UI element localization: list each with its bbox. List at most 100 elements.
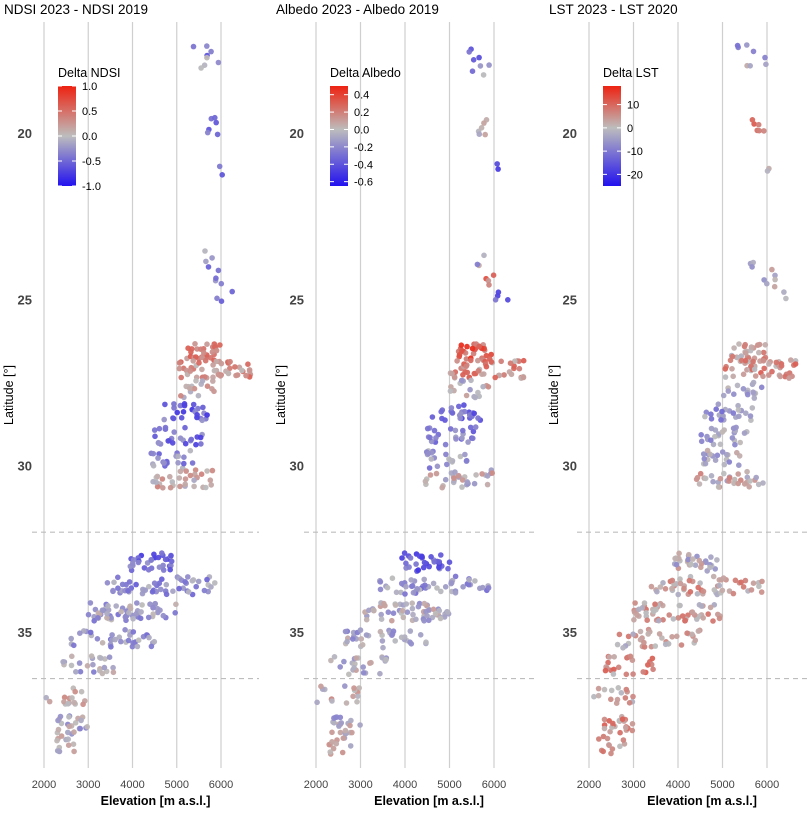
data-point: [419, 554, 425, 560]
data-point: [472, 394, 479, 401]
data-point: [669, 585, 675, 592]
data-point: [630, 631, 636, 637]
data-point: [359, 642, 366, 648]
data-point: [152, 600, 158, 607]
data-point: [760, 349, 767, 356]
data-point: [161, 416, 167, 423]
data-point: [104, 580, 111, 586]
data-point: [415, 567, 422, 573]
data-point: [130, 629, 137, 635]
data-point: [672, 555, 678, 562]
data-point: [426, 465, 433, 471]
data-point: [758, 589, 765, 595]
data-point: [150, 463, 157, 469]
data-point: [456, 352, 463, 358]
data-point: [700, 588, 707, 595]
data-point: [467, 424, 474, 431]
data-point: [134, 643, 141, 650]
data-point: [126, 609, 132, 616]
data-point: [675, 591, 681, 598]
data-point: [457, 453, 464, 460]
data-point: [165, 438, 171, 444]
data-point: [702, 475, 709, 482]
data-point: [744, 468, 750, 475]
data-point: [347, 743, 354, 749]
data-point: [686, 551, 692, 558]
data-point: [198, 441, 204, 447]
data-point: [162, 556, 169, 563]
data-point: [464, 479, 471, 485]
data-point: [425, 450, 432, 457]
data-point: [762, 342, 769, 348]
data-point: [461, 402, 467, 408]
data-point: [496, 372, 503, 379]
data-point: [430, 580, 437, 587]
data-point: [72, 688, 78, 695]
data-point: [427, 434, 433, 441]
data-point: [192, 467, 199, 473]
data-point: [731, 391, 737, 398]
data-point: [470, 435, 476, 442]
data-point: [712, 566, 718, 572]
data-point: [72, 720, 79, 726]
data-point: [460, 427, 466, 434]
data-point: [398, 580, 405, 587]
data-point: [479, 371, 485, 378]
data-point: [516, 358, 522, 365]
data-point: [682, 617, 688, 624]
data-point: [459, 484, 465, 490]
data-point: [786, 375, 792, 381]
data-point: [702, 413, 708, 420]
data-point: [389, 575, 396, 581]
data-point: [759, 578, 765, 585]
x-axis-label: Elevation [m a.s.l.]: [374, 794, 484, 808]
x-tick-label-4000: 4000: [393, 779, 417, 791]
legend-title: Delta LST: [603, 66, 659, 80]
data-point: [196, 360, 202, 366]
data-point: [99, 640, 106, 646]
data-point: [150, 450, 157, 457]
data-point: [753, 474, 759, 481]
data-point: [358, 636, 365, 642]
data-point: [351, 665, 357, 671]
data-point: [505, 297, 511, 303]
data-point: [476, 131, 483, 137]
data-point: [694, 591, 701, 597]
data-point: [354, 699, 360, 705]
data-point: [610, 671, 617, 677]
data-point: [486, 282, 492, 288]
data-point: [341, 658, 347, 665]
data-point: [368, 659, 374, 666]
data-point: [176, 475, 183, 481]
data-point: [195, 578, 202, 585]
data-point: [191, 477, 197, 484]
data-point: [459, 347, 465, 354]
data-point: [415, 603, 422, 610]
data-point: [350, 693, 356, 700]
data-point: [466, 49, 473, 55]
data-point: [734, 354, 740, 361]
data-point: [652, 643, 659, 649]
data-point: [675, 615, 682, 621]
data-point: [204, 43, 210, 49]
data-point: [654, 588, 660, 595]
data-point: [761, 128, 767, 134]
data-point: [462, 451, 468, 458]
data-point: [468, 377, 474, 384]
data-point: [652, 601, 658, 607]
data-point: [438, 408, 445, 415]
data-point: [57, 713, 64, 720]
data-point: [431, 559, 438, 565]
data-point: [116, 634, 123, 640]
data-point: [402, 591, 408, 597]
data-point: [655, 617, 662, 624]
data-point: [634, 612, 640, 618]
data-point: [71, 642, 77, 649]
data-point: [466, 581, 472, 588]
data-point: [109, 632, 115, 638]
data-point: [342, 628, 349, 635]
data-point: [478, 125, 485, 131]
data-point: [643, 610, 649, 616]
data-point: [715, 401, 722, 408]
data-point: [390, 610, 397, 616]
